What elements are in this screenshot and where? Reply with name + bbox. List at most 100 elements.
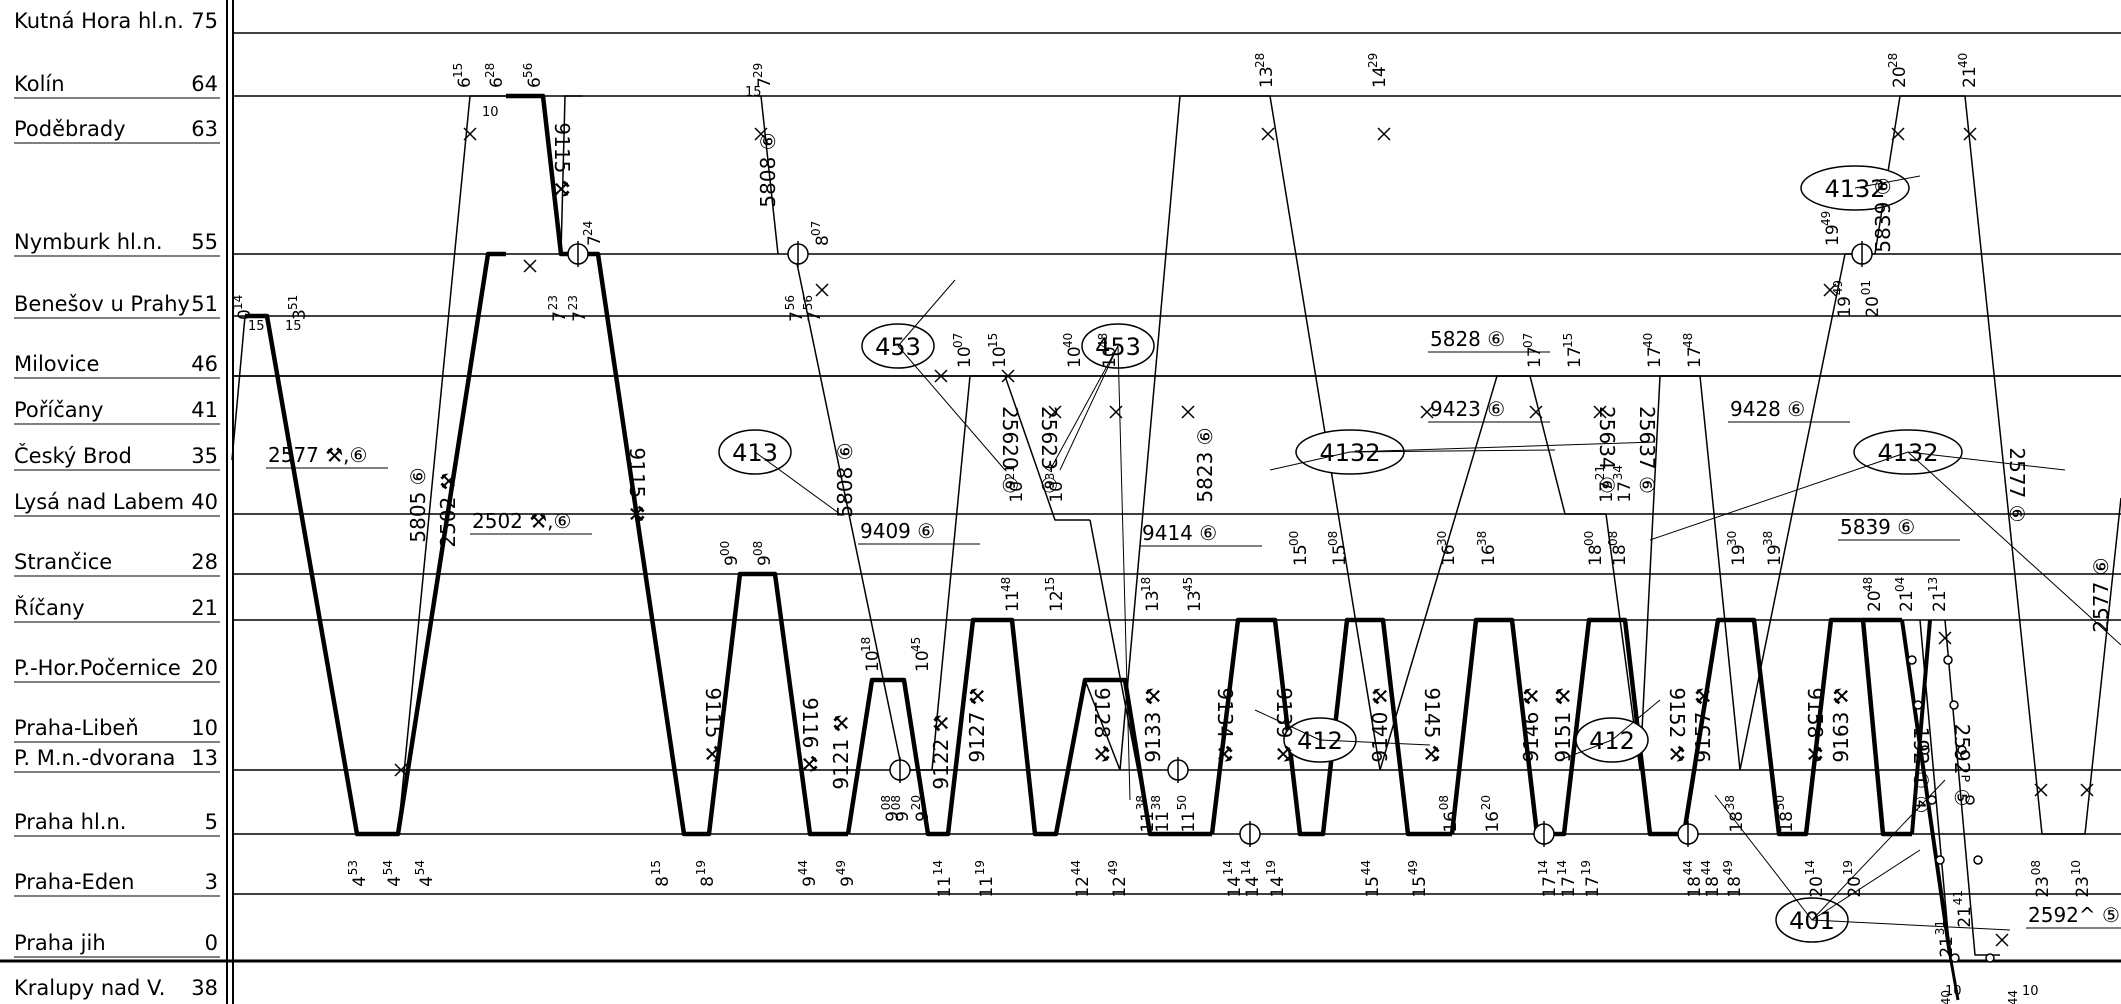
stop-marker xyxy=(1913,700,1923,710)
time-hour: 6 xyxy=(525,77,545,88)
train-number: 9115 ⚒ xyxy=(701,687,725,762)
train-number: 9115 ⚒ xyxy=(625,447,649,522)
time-minutes: 44 xyxy=(1681,860,1695,875)
train-path xyxy=(1964,95,2121,835)
tick-mark xyxy=(2080,783,2094,797)
time-minutes: 08 xyxy=(1437,795,1451,810)
tick-mark xyxy=(1963,127,1977,141)
train-number: 2577 ⑥ xyxy=(2005,447,2029,522)
time-hour: 15 xyxy=(1330,544,1350,566)
note-label: 5839 ⑥ xyxy=(1840,515,1915,539)
time-hour: 19 xyxy=(1823,224,1843,246)
circulation-label: 412 xyxy=(1589,727,1635,755)
time-minutes: 23 xyxy=(546,295,560,310)
train-path xyxy=(1639,375,1661,771)
time-label: 949 xyxy=(834,860,858,887)
station-km: 55 xyxy=(191,230,218,254)
time-minutes: 19 xyxy=(1579,860,1593,875)
time-label: 815 xyxy=(649,860,673,887)
station-km: 13 xyxy=(191,746,218,770)
time-minutes: 40 xyxy=(1061,333,1075,348)
time-hour: 16 xyxy=(1441,811,1461,833)
time-hour: 20 xyxy=(1865,590,1885,612)
train-path xyxy=(1084,679,1121,771)
time-minutes: 40 xyxy=(1939,990,1953,1004)
station-name: Kralupy nad V. xyxy=(14,976,165,1000)
time-minutes: 21 xyxy=(1003,465,1017,480)
time-minutes: 08 xyxy=(1326,531,1340,546)
train-path xyxy=(1180,95,1381,771)
time-label: 351 xyxy=(286,295,310,320)
station-km: 3 xyxy=(205,870,218,894)
time-hour: 8 xyxy=(813,235,833,246)
time-label: 723 xyxy=(566,295,590,322)
train-number: 5808 ⑥ xyxy=(756,132,780,207)
time-hour: 10 xyxy=(1007,481,1027,503)
time-minutes: 50 xyxy=(1773,795,1787,810)
leader-line xyxy=(1854,175,1921,189)
stop-marker xyxy=(1949,700,1959,710)
time-minutes: 20 xyxy=(1479,795,1493,810)
station-km: 64 xyxy=(191,72,218,96)
train-number: 9157 ⚒ xyxy=(1691,687,1715,762)
train-number: 9145 ⚒ xyxy=(1420,687,1444,762)
time-hour: 18 xyxy=(1610,544,1630,566)
time-hour: 10 xyxy=(955,346,975,368)
time-hour: 12 xyxy=(1047,590,1067,612)
time-minutes: 15 xyxy=(451,63,465,78)
time-minutes: 48 xyxy=(1096,333,1110,348)
minute-note: 15 xyxy=(745,85,762,100)
station-name: Benešov u Prahy xyxy=(14,292,190,316)
tick-mark xyxy=(1181,405,1195,419)
time-hour: 17 xyxy=(1583,876,1603,898)
time-hour: 10 xyxy=(863,650,883,672)
time-minutes: 38 xyxy=(1723,795,1737,810)
train-path-bold xyxy=(1948,954,1960,1001)
train-number: 9140 ⚒ xyxy=(1368,687,1392,762)
train-path xyxy=(1919,619,1951,956)
time-minutes: 44 xyxy=(1359,860,1373,875)
station-name: Nymburk hl.n. xyxy=(14,230,163,254)
tick-mark xyxy=(815,283,829,297)
time-hour: 21 xyxy=(1937,936,1957,958)
time-minutes: 20 xyxy=(909,795,923,810)
tick-mark xyxy=(1823,283,1837,297)
time-minutes: 15 xyxy=(1043,577,1057,592)
time-label: 615 xyxy=(451,63,475,88)
time-label: 920 xyxy=(909,795,933,822)
time-minutes: 08 xyxy=(889,795,903,810)
circulation-label: 4132 xyxy=(1824,175,1885,203)
note-label: 9423 ⑥ xyxy=(1430,397,1505,421)
time-hour: 8 xyxy=(698,876,718,887)
stop-marker xyxy=(1927,795,1937,805)
time-minutes: 28 xyxy=(1886,53,1900,68)
time-hour: 18 xyxy=(1727,811,1747,833)
time-hour: 7 xyxy=(755,77,775,88)
train-number: 25634 ⑥ xyxy=(1595,406,1619,494)
time-hour: 4 xyxy=(385,876,405,887)
time-minutes: 00 xyxy=(1582,531,1596,546)
time-label: 807 xyxy=(809,221,833,246)
tick-mark xyxy=(1995,933,2009,947)
tick-mark xyxy=(1529,405,1543,419)
train-number: 2502 ⚒ xyxy=(436,472,460,547)
time-hour: 9 xyxy=(722,555,742,566)
note-label: 9414 ⑥ xyxy=(1142,521,1217,545)
time-minutes: 30 xyxy=(1725,531,1739,546)
station-km: 20 xyxy=(191,656,218,680)
station-km: 63 xyxy=(191,117,218,141)
train-number: 9128 ⚒ xyxy=(1090,687,1114,762)
note-label: 9409 ⑥ xyxy=(860,519,935,543)
time-label: 944 xyxy=(796,860,820,887)
train-path xyxy=(231,315,246,461)
tick-mark xyxy=(2034,783,2048,797)
circulation-label: 413 xyxy=(732,439,778,467)
